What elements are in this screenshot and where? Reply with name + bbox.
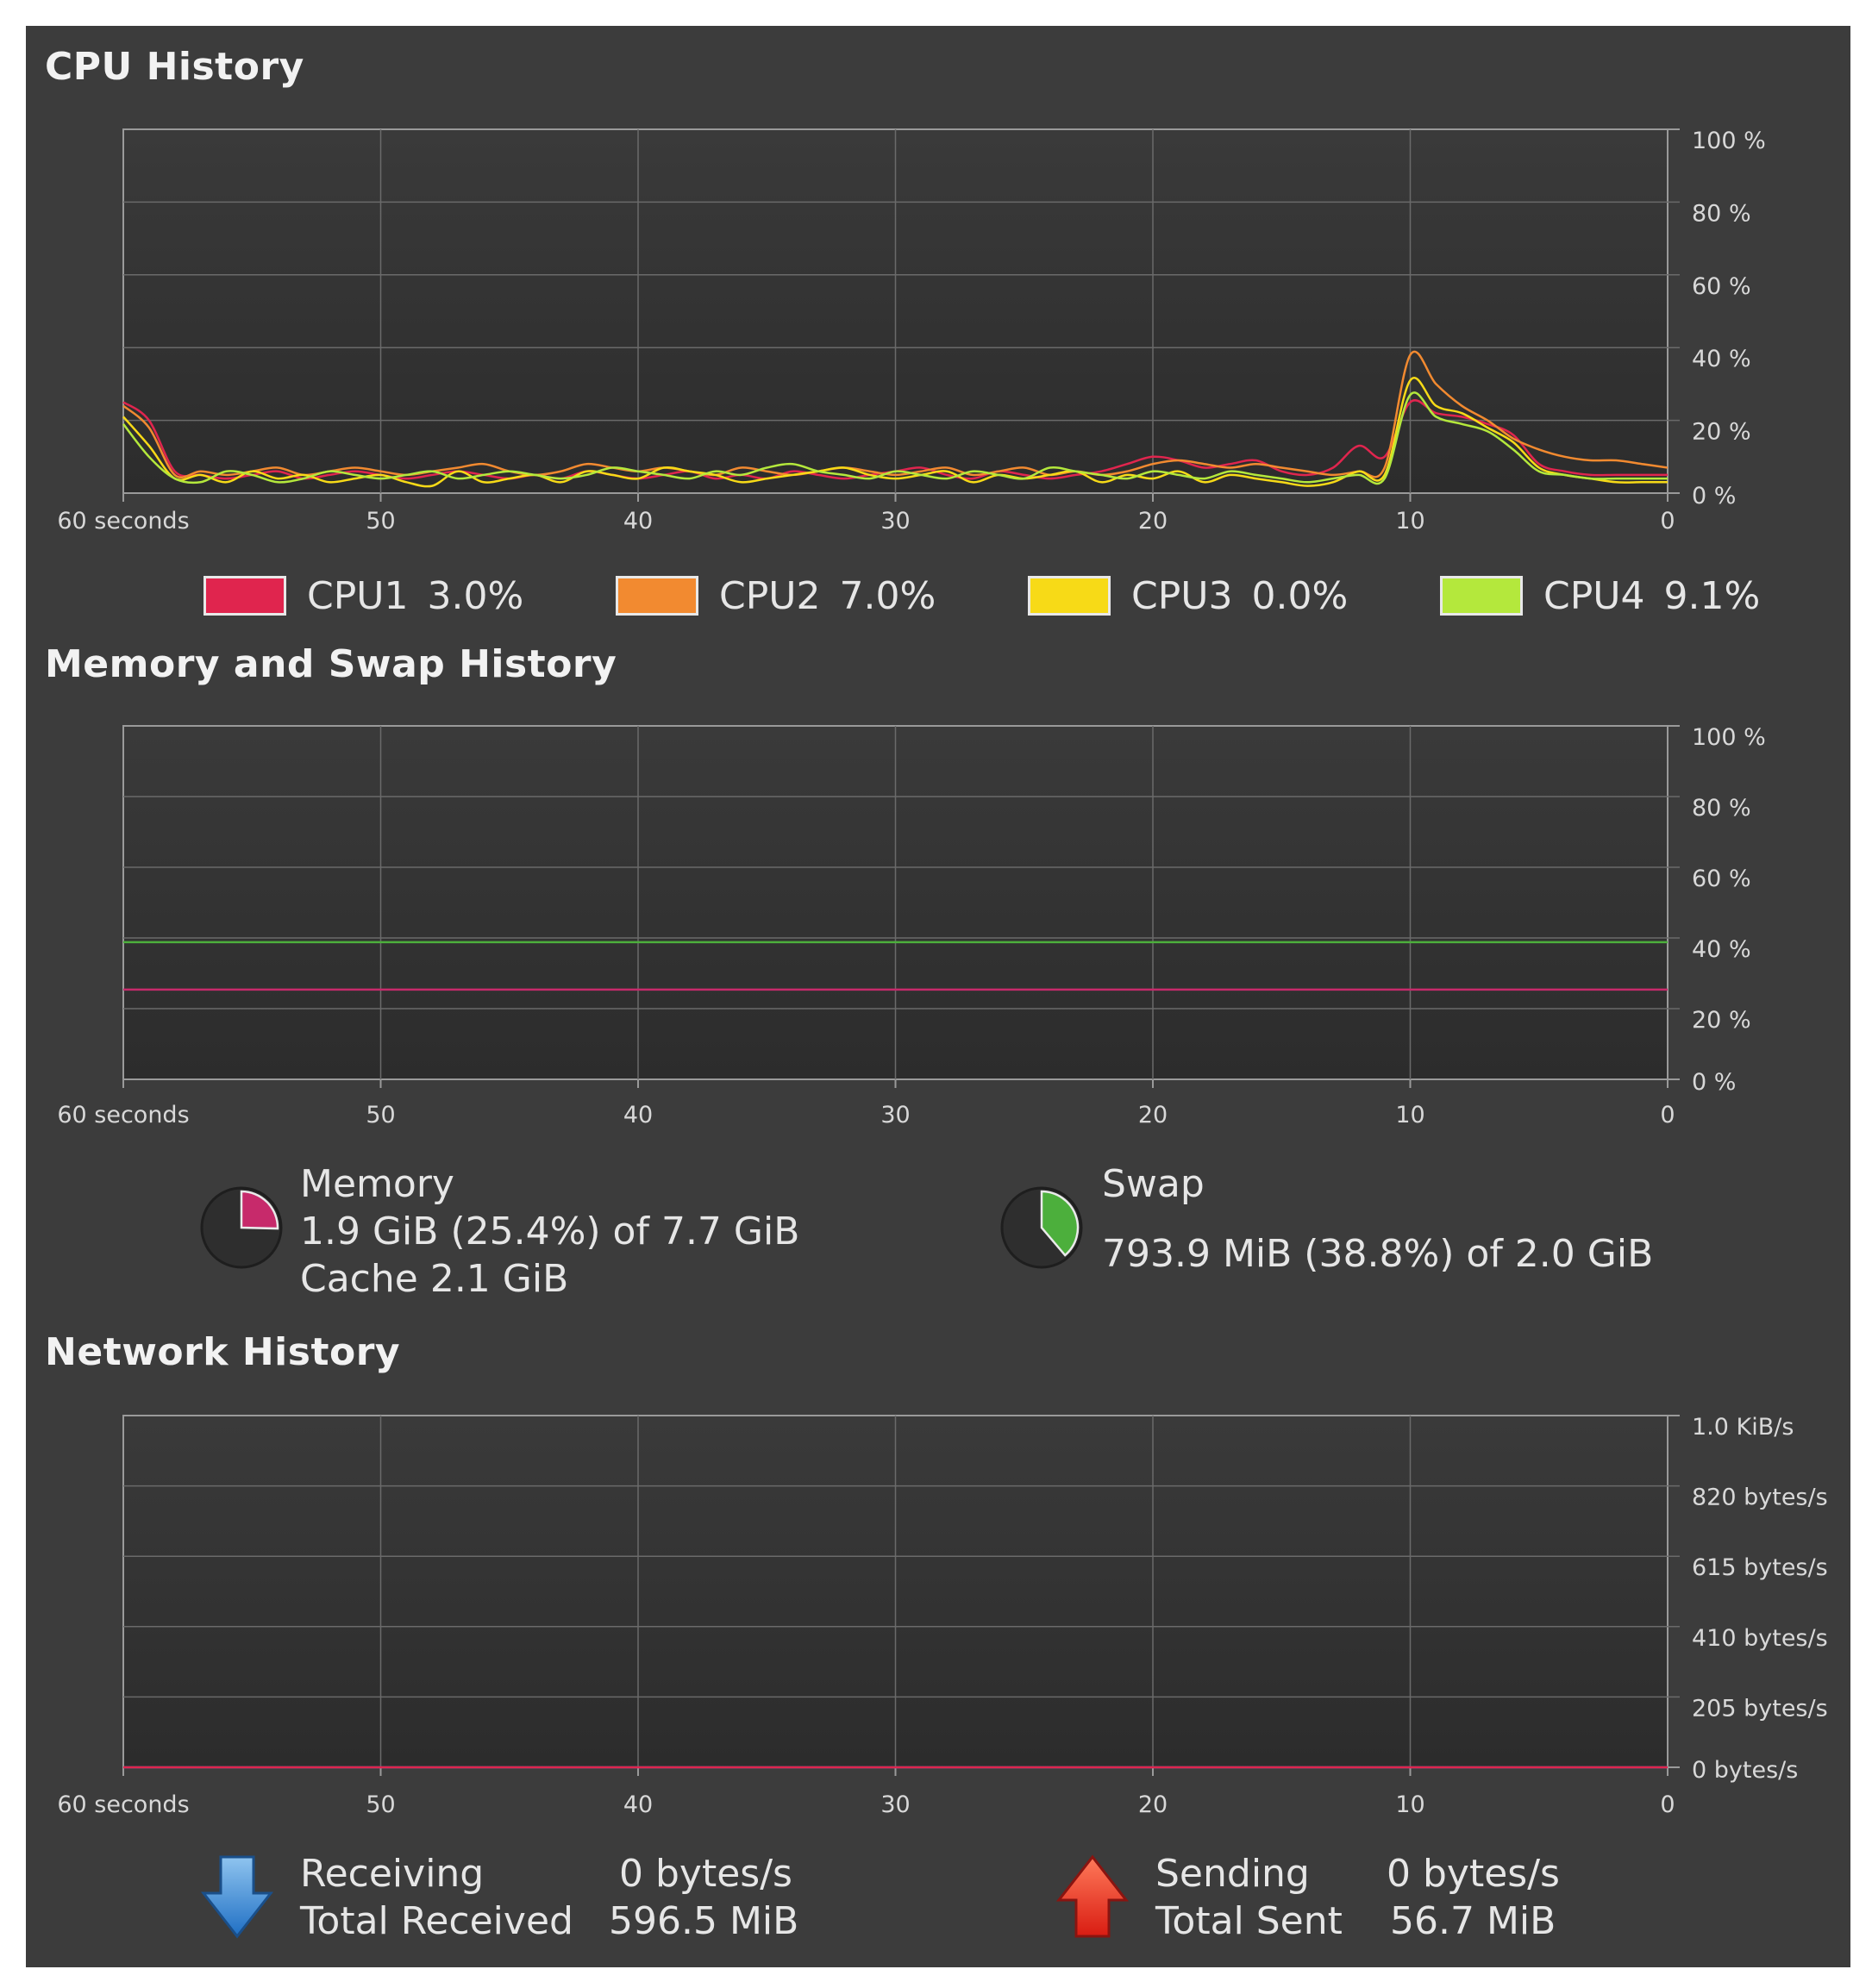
series-line-cpu4 — [122, 391, 1668, 485]
swap-value: 793.9 MiB (38.8%) of 2.0 GiB — [1102, 1232, 1654, 1276]
x-tick-label: 20 — [1138, 1791, 1168, 1818]
y-tick-label: 1.0 KiB/s — [1692, 1414, 1794, 1441]
y-tick-label: 60 % — [1692, 273, 1751, 300]
memory-color-pie[interactable] — [198, 1185, 285, 1274]
x-tick-label: 20 — [1138, 508, 1168, 535]
arrow-down-icon — [200, 1855, 274, 1939]
series-line-cpu2 — [122, 350, 1669, 479]
y-tick-label: 100 % — [1692, 724, 1766, 751]
cpu-history-title: CPU History — [45, 45, 304, 89]
x-tick-label: 0 — [1660, 1102, 1675, 1128]
y-tick-label: 80 % — [1692, 795, 1751, 822]
cpu2-label: CPU2 — [719, 573, 821, 618]
x-tick-label: 30 — [880, 1102, 910, 1128]
cpu-history-grid — [122, 128, 1680, 502]
y-tick-label: 80 % — [1692, 200, 1751, 227]
network-history-grid — [122, 1415, 1680, 1776]
y-tick-label: 0 % — [1692, 483, 1736, 510]
memory-info: Memory 1.9 GiB (25.4%) of 7.7 GiB Cache … — [300, 1160, 799, 1303]
legend-item-cpu1[interactable]: CPU1 3.0% — [203, 566, 523, 626]
y-tick-label: 410 bytes/s — [1692, 1625, 1828, 1652]
cpu3-label: CPU3 — [1131, 573, 1233, 618]
memory-label: Memory — [300, 1162, 454, 1206]
x-tick-label: 50 — [366, 508, 395, 535]
receiving-indicator — [200, 1854, 274, 1943]
x-tick-label: 40 — [623, 1102, 653, 1128]
y-tick-label: 20 % — [1692, 419, 1751, 446]
cpu2-color-swatch[interactable] — [616, 576, 698, 616]
total-received-label: Total Received — [300, 1899, 573, 1943]
x-tick-label: 50 — [366, 1102, 395, 1128]
sending-value: 0 bytes/s — [1387, 1852, 1560, 1896]
x-tick-label: 40 — [623, 508, 653, 535]
y-tick-label: 0 bytes/s — [1692, 1757, 1798, 1784]
receiving-values: 0 bytes/s 596.5 MiB — [609, 1850, 798, 1945]
y-tick-label: 0 % — [1692, 1069, 1736, 1096]
total-sent-label: Total Sent — [1155, 1899, 1343, 1943]
receiving-labels: Receiving Total Received — [300, 1850, 573, 1945]
resources-panel: CPU History 60 seconds 50 40 30 20 10 0 100 % 80… — [26, 26, 1850, 1967]
cpu1-label: CPU1 — [307, 573, 409, 618]
x-tick-label: 10 — [1395, 508, 1424, 535]
y-tick-label: 60 % — [1692, 866, 1751, 892]
network-history-title: Network History — [45, 1330, 401, 1374]
swap-label: Swap — [1102, 1162, 1205, 1206]
arrow-up-icon — [1055, 1854, 1130, 1938]
x-tick-label: 40 — [623, 1791, 653, 1818]
receiving-value: 0 bytes/s — [619, 1852, 792, 1896]
x-tick-label: 60 seconds — [57, 1102, 189, 1128]
cpu3-color-swatch[interactable] — [1028, 576, 1111, 616]
swap-color-pie[interactable] — [999, 1185, 1085, 1274]
sending-values: 0 bytes/s 56.7 MiB — [1387, 1850, 1560, 1945]
x-tick-label: 20 — [1138, 1102, 1168, 1128]
x-tick-label: 30 — [880, 1791, 910, 1818]
x-tick-label: 10 — [1395, 1791, 1424, 1818]
memory-history-title: Memory and Swap History — [45, 642, 617, 686]
legend-item-cpu2[interactable]: CPU2 7.0% — [616, 566, 936, 626]
x-tick-label: 10 — [1395, 1102, 1424, 1128]
sending-label: Sending — [1155, 1852, 1310, 1896]
y-tick-label: 20 % — [1692, 1007, 1751, 1034]
cpu4-value: 9.1% — [1663, 573, 1761, 618]
swap-pie-icon[interactable] — [999, 1185, 1085, 1271]
memory-pie-icon[interactable] — [198, 1185, 285, 1271]
x-tick-label: 0 — [1660, 508, 1675, 535]
total-received-value: 596.5 MiB — [609, 1899, 799, 1943]
y-tick-label: 615 bytes/s — [1692, 1554, 1828, 1581]
y-tick-label: 40 % — [1692, 346, 1751, 372]
cpu4-label: CPU4 — [1543, 573, 1645, 618]
cpu-legend: CPU1 3.0% CPU2 7.0% CPU3 0.0% CPU4 9.1% — [26, 566, 1850, 626]
swap-info: Swap 793.9 MiB (38.8%) of 2.0 GiB — [1102, 1160, 1653, 1278]
cache-value: Cache 2.1 GiB — [300, 1257, 569, 1301]
memory-swap-history-chart: 60 seconds 50 40 30 20 10 0 100 % 80 % 60 % 40 % 20… — [57, 724, 1766, 1128]
sending-indicator — [1055, 1854, 1130, 1943]
y-tick-label: 205 bytes/s — [1692, 1695, 1828, 1722]
cpu3-value: 0.0% — [1251, 573, 1349, 618]
x-tick-label: 50 — [366, 1791, 395, 1818]
legend-item-cpu4[interactable]: CPU4 9.1% — [1440, 566, 1760, 626]
network-history-chart: 60 seconds 50 40 30 20 10 0 1.0 KiB/s 820 bytes/… — [57, 1414, 1828, 1818]
x-tick-label: 0 — [1660, 1791, 1675, 1818]
x-tick-label: 60 seconds — [57, 508, 189, 535]
receiving-label: Receiving — [300, 1852, 485, 1896]
y-tick-label: 820 bytes/s — [1692, 1485, 1828, 1511]
series-line-cpu3 — [122, 377, 1668, 488]
cpu1-value: 3.0% — [427, 573, 524, 618]
legend-item-cpu3[interactable]: CPU3 0.0% — [1028, 566, 1348, 626]
x-tick-label: 30 — [880, 508, 910, 535]
cpu4-color-swatch[interactable] — [1440, 576, 1523, 616]
cpu1-color-swatch[interactable] — [203, 576, 286, 616]
cpu2-value: 7.0% — [839, 573, 936, 618]
memory-swap-history-grid — [122, 725, 1680, 1088]
pie-slice — [240, 1190, 279, 1230]
sending-labels: Sending Total Sent — [1155, 1850, 1343, 1945]
x-tick-label: 60 seconds — [57, 1791, 189, 1818]
y-tick-label: 40 % — [1692, 936, 1751, 963]
memory-value: 1.9 GiB (25.4%) of 7.7 GiB — [300, 1210, 800, 1253]
total-sent-value: 56.7 MiB — [1390, 1899, 1556, 1943]
cpu-history-chart: 60 seconds 50 40 30 20 10 0 100 % 80 % 60 % 40 % 20… — [57, 128, 1766, 535]
y-tick-label: 100 % — [1692, 128, 1766, 154]
pie-slice — [1040, 1190, 1080, 1257]
